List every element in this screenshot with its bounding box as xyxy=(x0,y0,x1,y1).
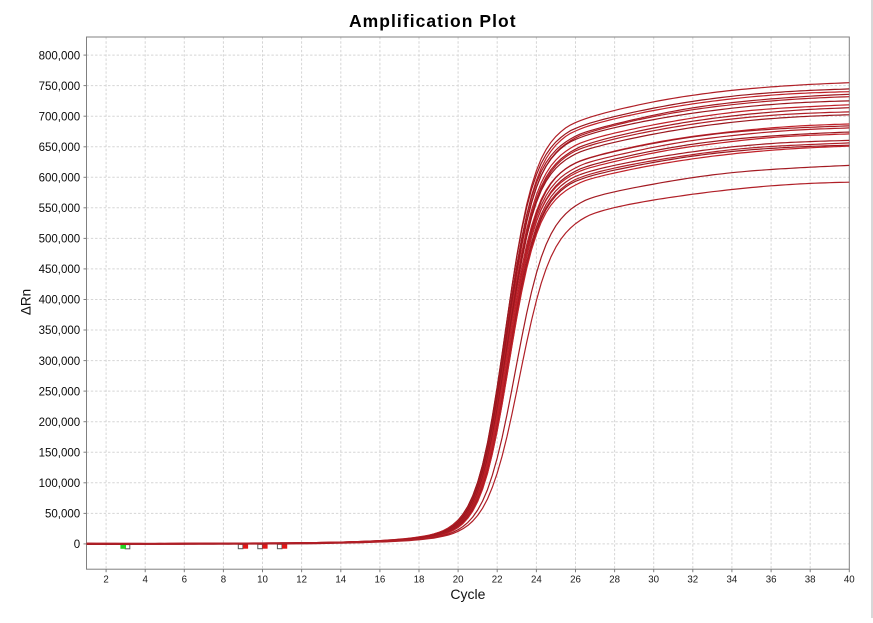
svg-text:Amplification Plot: Amplification Plot xyxy=(349,11,517,31)
svg-text:14: 14 xyxy=(335,575,346,586)
svg-text:40: 40 xyxy=(844,575,855,586)
svg-text:2: 2 xyxy=(103,575,108,586)
svg-text:ΔRn: ΔRn xyxy=(19,289,34,315)
svg-text:400,000: 400,000 xyxy=(39,295,81,307)
svg-text:32: 32 xyxy=(687,575,698,586)
svg-text:700,000: 700,000 xyxy=(39,111,81,123)
svg-text:150,000: 150,000 xyxy=(39,447,81,459)
svg-text:10: 10 xyxy=(257,575,268,586)
svg-text:4: 4 xyxy=(143,575,149,586)
svg-text:800,000: 800,000 xyxy=(39,50,81,62)
svg-text:28: 28 xyxy=(609,575,620,586)
svg-text:100,000: 100,000 xyxy=(39,478,81,490)
svg-text:20: 20 xyxy=(453,575,464,586)
svg-text:22: 22 xyxy=(492,575,503,586)
svg-text:300,000: 300,000 xyxy=(39,356,81,368)
svg-text:250,000: 250,000 xyxy=(39,386,81,398)
svg-text:6: 6 xyxy=(182,575,187,586)
svg-text:Cycle: Cycle xyxy=(450,586,485,602)
svg-text:450,000: 450,000 xyxy=(39,264,81,276)
svg-text:26: 26 xyxy=(570,575,581,586)
svg-text:200,000: 200,000 xyxy=(39,417,81,429)
svg-text:34: 34 xyxy=(727,575,738,586)
svg-text:650,000: 650,000 xyxy=(39,142,81,154)
svg-text:16: 16 xyxy=(375,575,386,586)
svg-text:30: 30 xyxy=(648,575,659,586)
svg-text:36: 36 xyxy=(766,575,777,586)
svg-text:8: 8 xyxy=(221,575,226,586)
svg-text:38: 38 xyxy=(805,575,816,586)
svg-text:24: 24 xyxy=(531,575,542,586)
svg-text:350,000: 350,000 xyxy=(39,325,81,337)
svg-text:550,000: 550,000 xyxy=(39,203,81,215)
svg-text:12: 12 xyxy=(296,575,307,586)
svg-text:500,000: 500,000 xyxy=(39,234,81,246)
svg-text:600,000: 600,000 xyxy=(39,173,81,185)
svg-text:18: 18 xyxy=(414,575,425,586)
svg-text:50,000: 50,000 xyxy=(45,509,80,521)
svg-text:750,000: 750,000 xyxy=(39,81,81,93)
svg-text:0: 0 xyxy=(74,539,80,551)
